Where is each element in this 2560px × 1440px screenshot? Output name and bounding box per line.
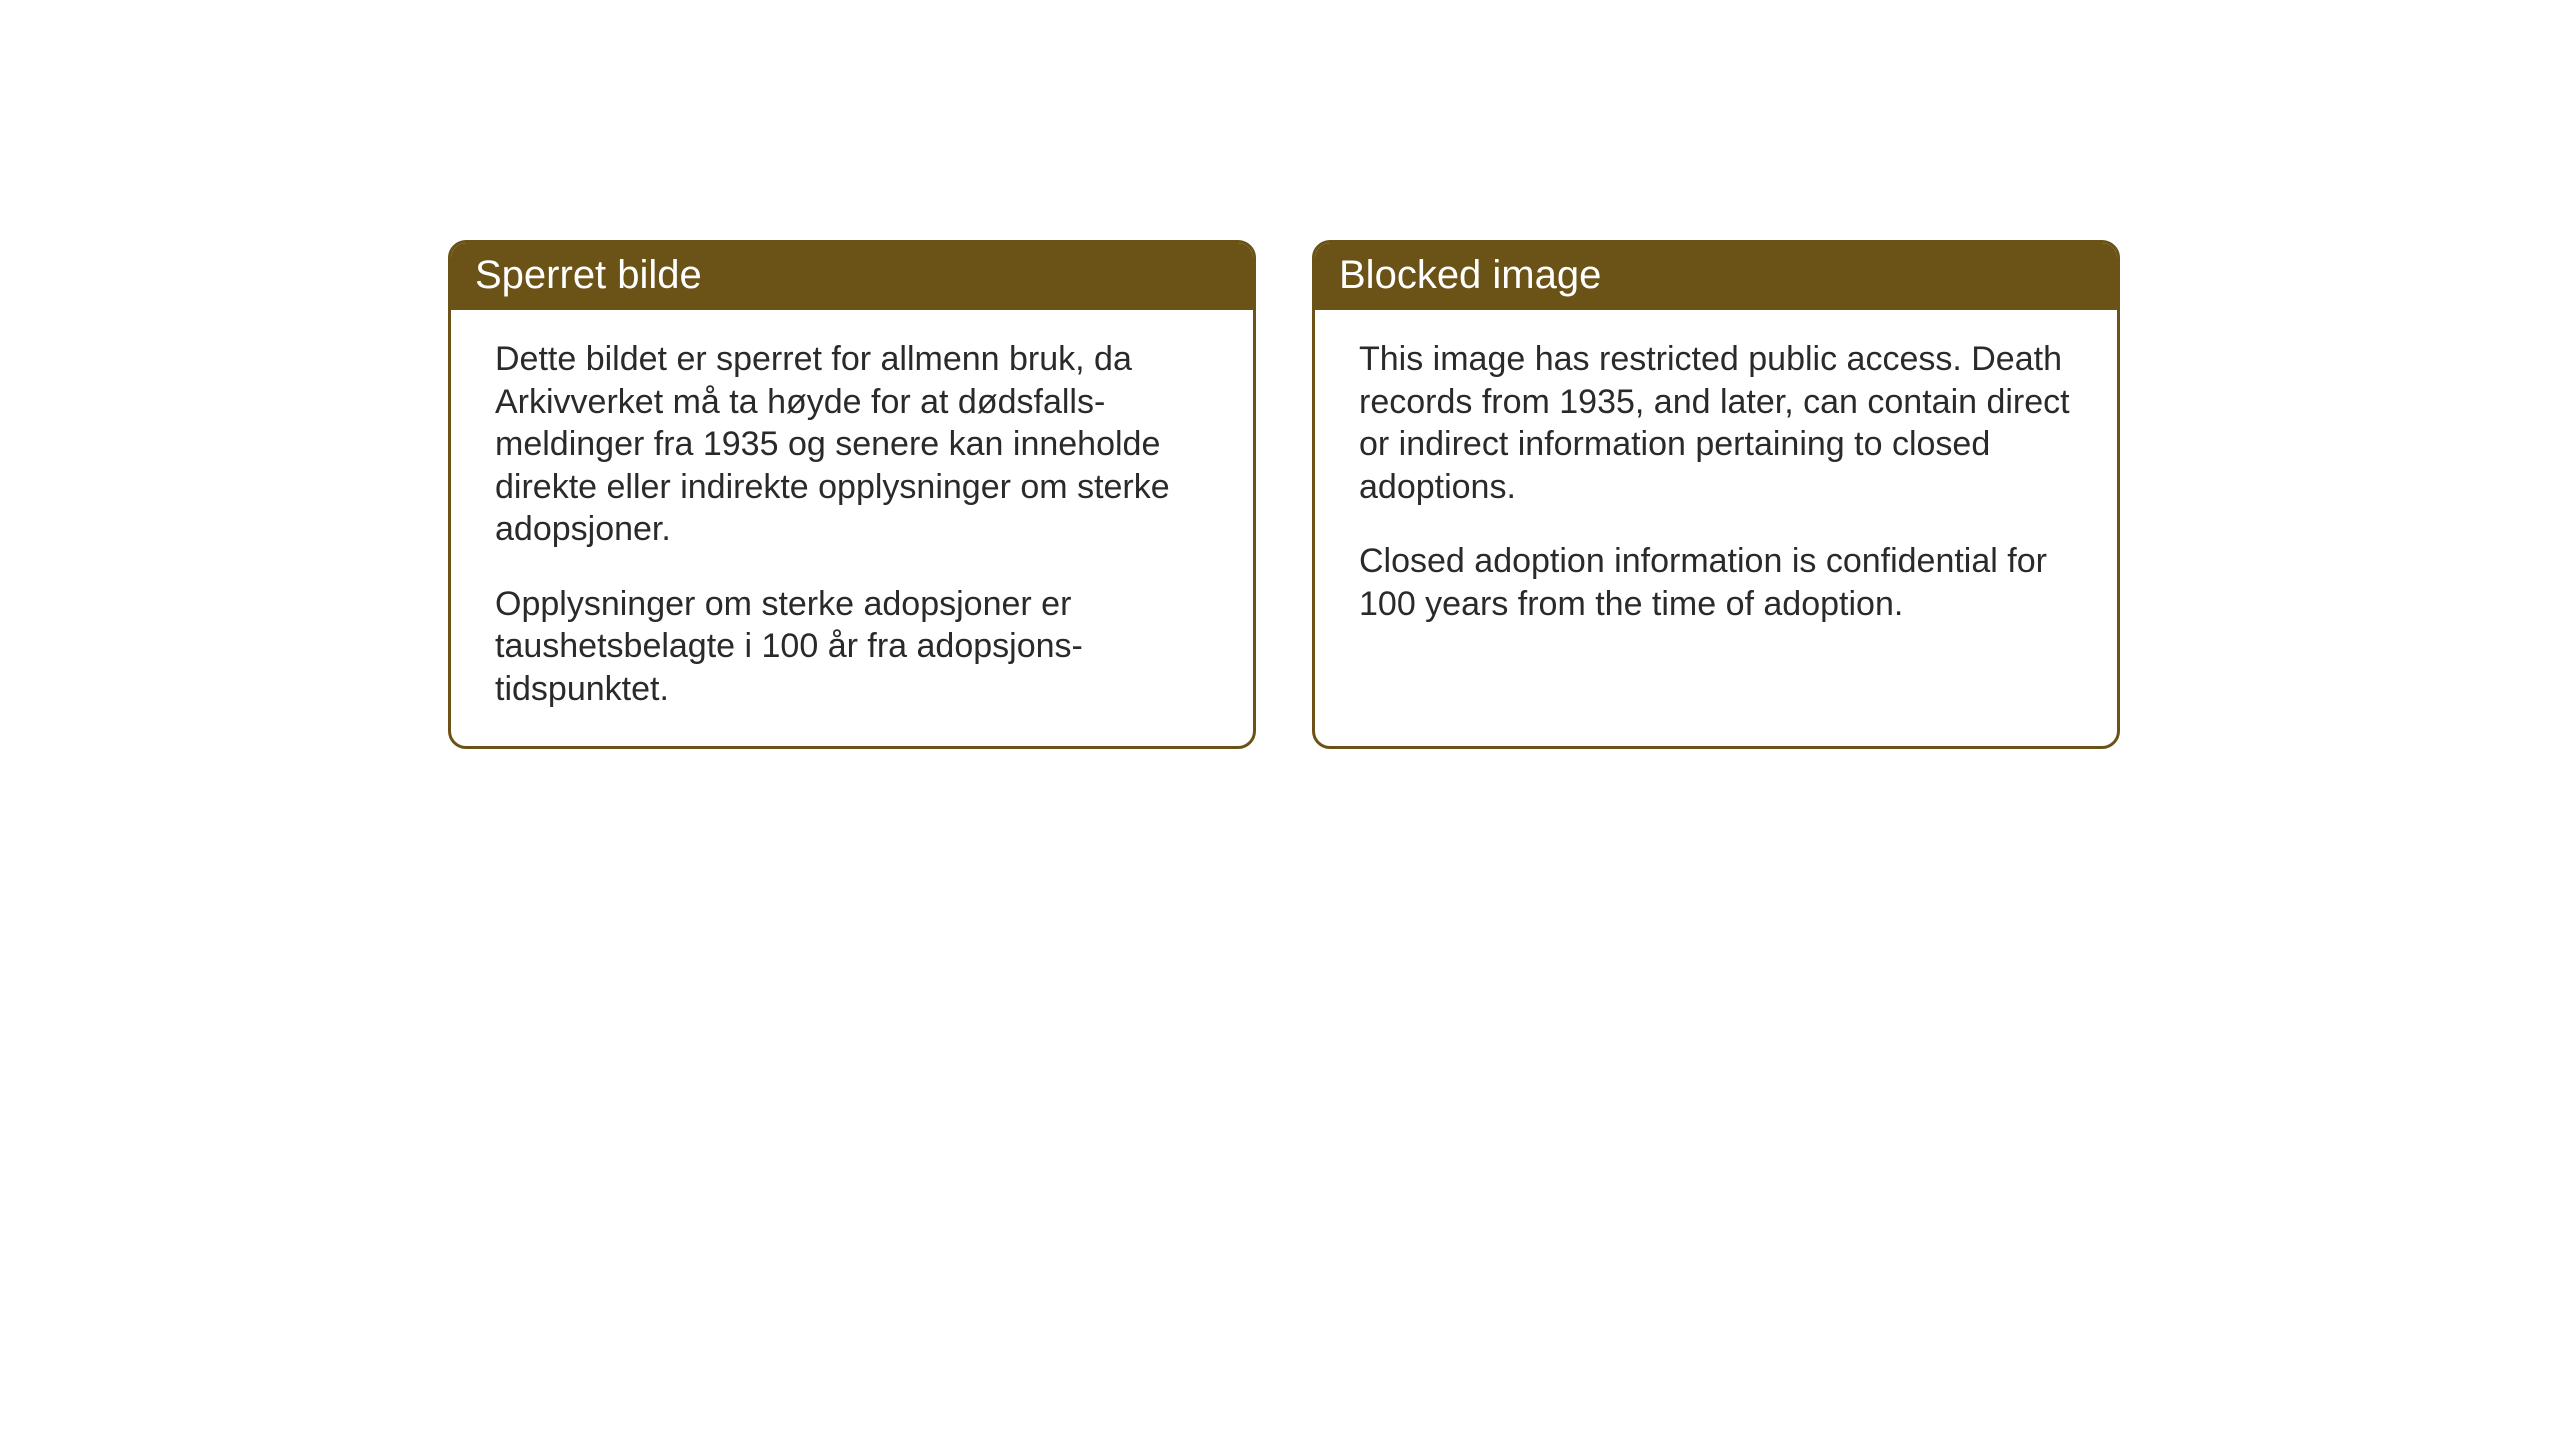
norwegian-card-body: Dette bildet er sperret for allmenn bruk… xyxy=(451,310,1253,746)
english-paragraph-1: This image has restricted public access.… xyxy=(1359,338,2073,508)
english-notice-card: Blocked image This image has restricted … xyxy=(1312,240,2120,749)
english-paragraph-2: Closed adoption information is confident… xyxy=(1359,540,2073,625)
english-card-title: Blocked image xyxy=(1315,243,2117,310)
notice-container: Sperret bilde Dette bildet er sperret fo… xyxy=(448,240,2120,749)
norwegian-notice-card: Sperret bilde Dette bildet er sperret fo… xyxy=(448,240,1256,749)
norwegian-card-title: Sperret bilde xyxy=(451,243,1253,310)
norwegian-paragraph-1: Dette bildet er sperret for allmenn bruk… xyxy=(495,338,1209,551)
norwegian-paragraph-2: Opplysninger om sterke adopsjoner er tau… xyxy=(495,583,1209,711)
english-card-body: This image has restricted public access.… xyxy=(1315,310,2117,661)
